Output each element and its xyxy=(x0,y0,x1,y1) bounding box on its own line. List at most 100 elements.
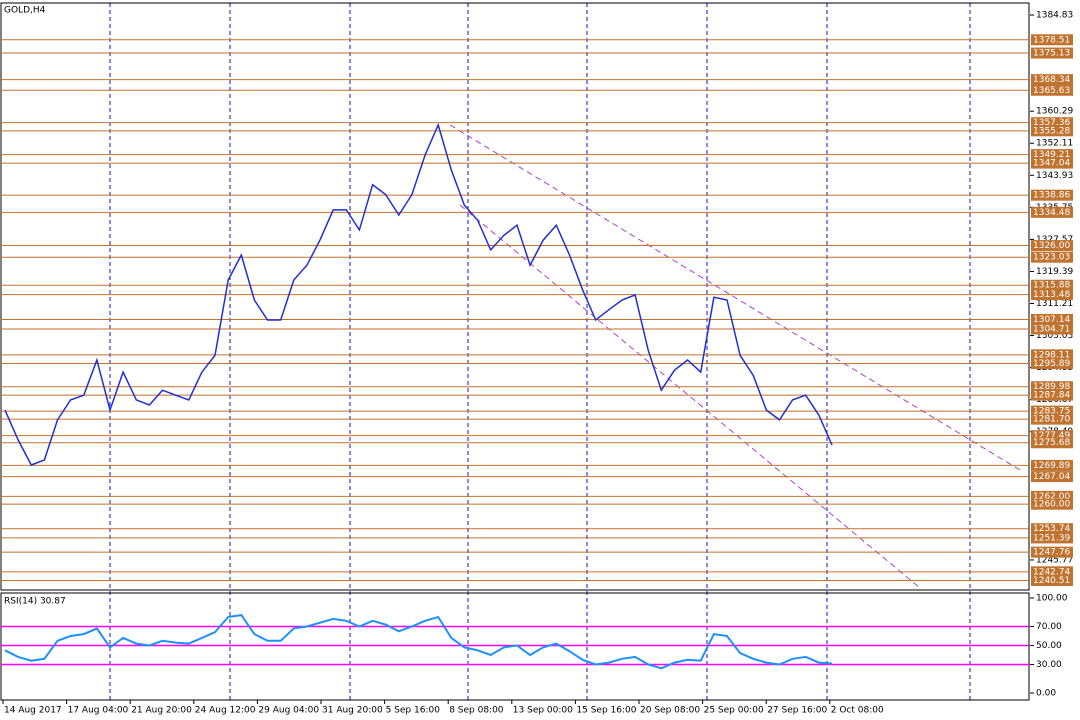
level-label: 1323.03 xyxy=(1033,253,1070,263)
level-label: 1334.48 xyxy=(1033,208,1070,218)
trend-channel xyxy=(449,124,1021,589)
level-label: 1368.34 xyxy=(1033,75,1070,85)
x-tick-label: 5 Sep 16:00 xyxy=(386,706,441,716)
level-label: 1378.51 xyxy=(1033,35,1070,45)
y-tick-label: 1360.29 xyxy=(1036,107,1073,117)
level-label: 1295.89 xyxy=(1033,359,1070,369)
level-label: 1247.76 xyxy=(1033,548,1070,558)
channel-line xyxy=(449,124,1021,471)
level-label: 1375.13 xyxy=(1033,49,1070,59)
x-tick-label: 24 Aug 12:00 xyxy=(195,706,256,716)
level-label-box xyxy=(1031,459,1073,471)
level-label-box xyxy=(1031,323,1073,335)
level-label-box xyxy=(1031,34,1073,46)
rsi-title: RSI(14) 30.87 xyxy=(4,597,66,607)
level-label-box xyxy=(1031,84,1073,96)
x-tick-label: 25 Sep 00:00 xyxy=(704,706,764,716)
y-tick-label: 1343.93 xyxy=(1036,171,1073,181)
level-label: 1242.74 xyxy=(1033,567,1070,577)
y-tick-label: 50.00 xyxy=(1036,641,1062,651)
level-label-box xyxy=(1031,349,1073,361)
level-label: 1267.04 xyxy=(1033,472,1070,482)
level-label: 1281.70 xyxy=(1033,415,1070,425)
level-label-box xyxy=(1031,240,1073,252)
level-label: 1307.14 xyxy=(1033,315,1070,325)
level-label: 1287.84 xyxy=(1033,391,1070,401)
level-label-box xyxy=(1031,566,1073,578)
level-label-box xyxy=(1031,358,1073,370)
level-label-box xyxy=(1031,313,1073,325)
chart-title: GOLD,H4 xyxy=(4,6,46,16)
rsi-frame xyxy=(0,592,1030,701)
level-label: 1283.75 xyxy=(1033,407,1070,417)
price-line xyxy=(4,122,833,466)
level-label: 1315.88 xyxy=(1033,281,1070,291)
level-label-box xyxy=(1031,117,1073,129)
level-label: 1357.36 xyxy=(1033,118,1070,128)
y-tick-label: 1352.11 xyxy=(1036,139,1073,149)
x-tick-label: 21 Aug 20:00 xyxy=(131,706,192,716)
x-tick-label: 15 Sep 16:00 xyxy=(576,706,636,716)
y-tick-label: 1327.57 xyxy=(1036,235,1073,245)
level-label-box xyxy=(1031,189,1073,201)
main-frame xyxy=(0,2,1030,591)
level-label: 1277.49 xyxy=(1033,431,1070,441)
level-label-box xyxy=(1031,206,1073,218)
level-label-box xyxy=(1031,389,1073,401)
level-label-box xyxy=(1031,523,1073,535)
level-label: 1240.51 xyxy=(1033,576,1070,586)
y-tick-label: 1384.83 xyxy=(1036,11,1073,21)
level-label: 1260.00 xyxy=(1033,500,1070,510)
level-label: 1313.48 xyxy=(1033,290,1070,300)
level-label: 1269.89 xyxy=(1033,461,1070,471)
y-tick-label: 0.00 xyxy=(1036,689,1056,699)
level-label: 1251.39 xyxy=(1033,533,1070,543)
level-label-box xyxy=(1031,381,1073,393)
level-label: 1338.86 xyxy=(1033,191,1070,201)
y-tick-label: 70.00 xyxy=(1036,622,1062,632)
price-line xyxy=(4,614,833,670)
level-label: 1349.21 xyxy=(1033,150,1070,160)
level-label: 1365.63 xyxy=(1033,86,1070,96)
x-tick-label: 29 Aug 04:00 xyxy=(258,706,319,716)
level-label-box xyxy=(1031,498,1073,510)
y-tick-label: 1311.21 xyxy=(1036,299,1073,309)
level-label-box xyxy=(1031,490,1073,502)
level-label-box xyxy=(1031,251,1073,263)
y-tick-label: 1303.03 xyxy=(1036,331,1073,341)
level-label-box xyxy=(1031,149,1073,161)
level-label-box xyxy=(1031,157,1073,169)
level-label-box xyxy=(1031,532,1073,544)
x-tick-label: 20 Sep 08:00 xyxy=(640,706,700,716)
level-label-box xyxy=(1031,289,1073,301)
y-tick-label: 100.00 xyxy=(1036,594,1068,604)
level-label-box xyxy=(1031,405,1073,417)
level-label-box xyxy=(1031,471,1073,483)
level-label-box xyxy=(1031,125,1073,137)
level-label-box xyxy=(1031,279,1073,291)
level-label-box xyxy=(1031,74,1073,86)
level-label: 1298.11 xyxy=(1033,350,1070,360)
level-label: 1289.98 xyxy=(1033,382,1070,392)
y-tick-label: 1319.39 xyxy=(1036,267,1073,277)
x-tick-label: 17 Aug 04:00 xyxy=(68,706,129,716)
y-tick-label: 1245.77 xyxy=(1036,555,1073,565)
level-label-box xyxy=(1031,546,1073,558)
level-label: 1304.71 xyxy=(1033,324,1070,334)
x-tick-label: 13 Sep 00:00 xyxy=(513,706,573,716)
level-label-box xyxy=(1031,430,1073,442)
level-label: 1326.00 xyxy=(1033,241,1070,251)
level-label-box xyxy=(1031,437,1073,449)
level-label: 1253.74 xyxy=(1033,524,1070,534)
x-tick-label: 8 Sep 08:00 xyxy=(449,706,504,716)
x-tick-label: 31 Aug 20:00 xyxy=(322,706,383,716)
level-label-box xyxy=(1031,575,1073,587)
x-tick-label: 2 Oct 08:00 xyxy=(831,706,884,716)
level-label-box xyxy=(1031,47,1073,59)
x-tick-label: 14 Aug 2017 xyxy=(4,706,62,716)
level-label: 1355.28 xyxy=(1033,126,1070,136)
level-label: 1275.68 xyxy=(1033,438,1070,448)
